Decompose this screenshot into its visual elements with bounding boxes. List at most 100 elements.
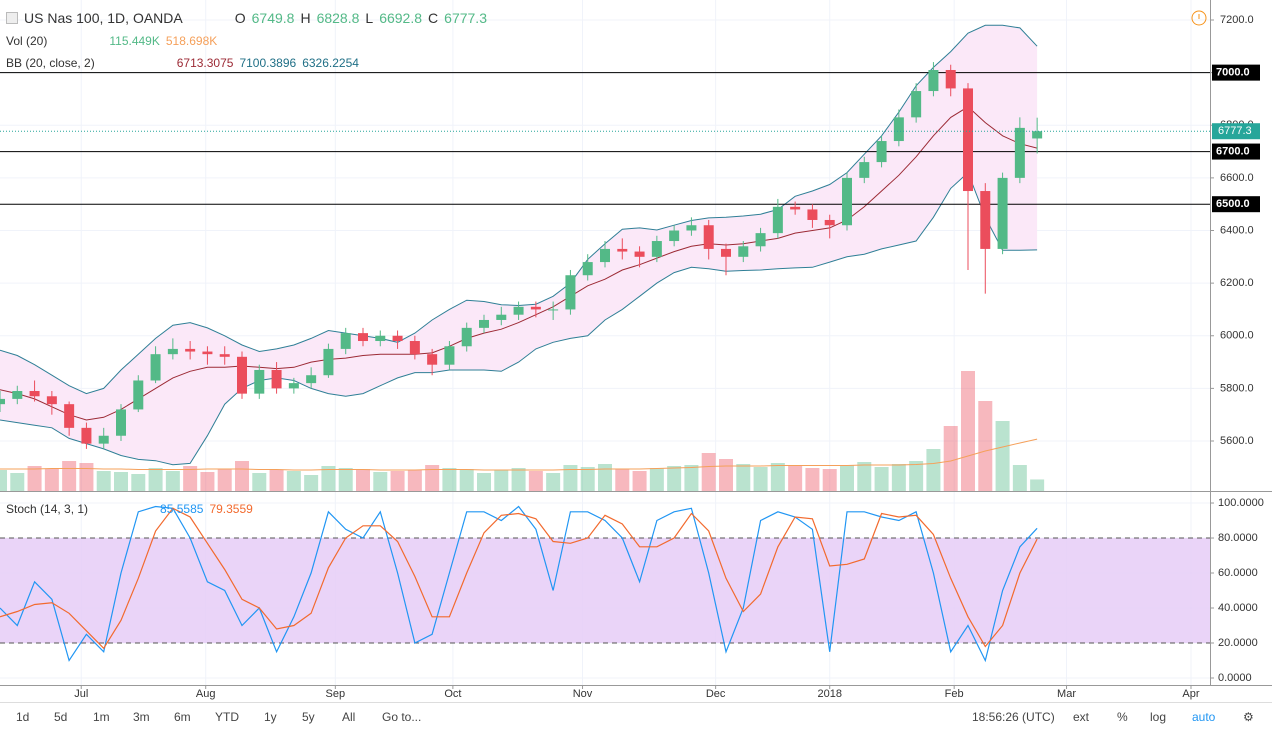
volume-bar [528, 471, 543, 491]
volume-bar [926, 449, 941, 491]
candle-body [669, 230, 680, 242]
range-button[interactable]: 5y [302, 710, 315, 724]
candle-body [1032, 131, 1043, 139]
volume-bar [615, 469, 630, 491]
range-button[interactable]: 1m [93, 710, 110, 724]
bb-stat: 7100.3896 [239, 56, 297, 70]
range-button[interactable]: 5d [54, 710, 68, 724]
volume-bar [44, 469, 59, 491]
candle-body [634, 251, 645, 257]
candle-body [790, 206, 801, 210]
level-label: 6500.0 [1216, 198, 1250, 210]
bb-lower [0, 171, 1038, 466]
x-tick-label: Dec [706, 688, 726, 700]
candle-body [945, 69, 956, 89]
candle-body [893, 117, 904, 142]
ohlc-value: 6749.8 [251, 10, 295, 26]
candle-body [651, 241, 662, 257]
candle-body [81, 427, 92, 444]
volume-bar [546, 473, 561, 491]
range-button[interactable]: 1y [264, 710, 277, 724]
candle-body [980, 191, 991, 249]
candle-body [963, 88, 973, 192]
stoch-band [0, 538, 1210, 644]
ohlc-label: H [300, 10, 311, 26]
volume-bar [321, 466, 336, 491]
volume-bar [684, 465, 699, 491]
volume-bar [788, 466, 803, 491]
level-tag [1212, 64, 1260, 81]
candle-body [928, 69, 939, 92]
bb-title: BB (20, close, 2) [6, 56, 95, 70]
range-button[interactable]: 6m [174, 710, 191, 724]
candle-body [530, 306, 541, 310]
bb-fill [0, 25, 1038, 465]
volume-bar [114, 472, 128, 491]
ohlc-value: 6777.3 [444, 10, 487, 26]
candle-body [859, 162, 870, 178]
candle-body [911, 91, 922, 118]
candle-body [340, 333, 351, 349]
clock: 18:56:26 (UTC) [972, 710, 1055, 724]
volume-bar [79, 463, 94, 491]
candle-body [46, 396, 57, 405]
candle-body [237, 356, 247, 394]
toolbar: 1d 5d 1m 3m 6m YTD 1y 5y All Go to... 18… [0, 702, 1272, 731]
option-button[interactable]: % [1117, 710, 1128, 724]
volume-bar [0, 470, 7, 491]
candle-body [496, 314, 507, 320]
level-label: 6700.0 [1216, 145, 1250, 157]
candle-body [582, 262, 593, 276]
collapse-icon[interactable] [6, 12, 18, 24]
volume-bar [27, 466, 42, 491]
volume-bar [701, 453, 716, 491]
candle-body [409, 341, 420, 355]
volume-bar [373, 472, 388, 491]
candle-body [617, 248, 628, 252]
bb-header: BB (20, close, 2) 6713.3075 7100.3896 63… [6, 56, 359, 70]
volume-bar [719, 459, 733, 491]
volume-bar [269, 470, 284, 491]
range-button[interactable]: YTD [215, 710, 239, 724]
candle-body [306, 375, 317, 384]
volume-bar [1012, 465, 1027, 491]
volume-bar [961, 371, 975, 491]
candle-body [824, 219, 835, 226]
volume-ma-stat: 518.698K [165, 34, 218, 48]
candle-body [479, 319, 489, 328]
candle-body [0, 398, 5, 405]
option-button[interactable]: log [1150, 710, 1167, 724]
volume-bar [338, 468, 353, 491]
volume-bar [131, 474, 146, 491]
range-button[interactable]: 3m [133, 710, 150, 724]
option-button[interactable]: auto [1192, 710, 1216, 724]
settings-icon[interactable]: ⚙ [1243, 710, 1254, 724]
option-button[interactable]: ext [1073, 710, 1090, 724]
volume-bar [580, 467, 595, 491]
volume-bar [943, 426, 958, 491]
candle-body [427, 354, 438, 365]
volume-bar [148, 468, 163, 491]
y-tick-label: 7200.0 [1220, 14, 1254, 26]
chart-canvas: Jul Aug Sep Oct Nov Dec 2018 Feb Mar Apr 5600.0 580… [0, 0, 1272, 700]
candle-body [513, 306, 524, 315]
bb-stat: 6326.2254 [302, 56, 359, 70]
volume-bar [598, 464, 612, 491]
candle-body [254, 369, 265, 394]
candle-body [29, 391, 40, 397]
volume-bar [200, 472, 215, 491]
y-tick-label: 5800.0 [1220, 382, 1254, 394]
goto-button[interactable]: Go to... [382, 710, 422, 724]
range-button[interactable]: All [342, 710, 356, 724]
volume-bar [909, 461, 924, 491]
range-button[interactable]: 1d [16, 710, 30, 724]
candle-body [98, 435, 109, 444]
candle-body [807, 209, 818, 220]
volume-bar [632, 471, 647, 491]
candle-body [150, 354, 161, 381]
candle-body [876, 141, 887, 163]
candle-body [997, 177, 1008, 249]
volume-stat: 115.449K [109, 34, 160, 48]
volume-bar [235, 461, 249, 491]
